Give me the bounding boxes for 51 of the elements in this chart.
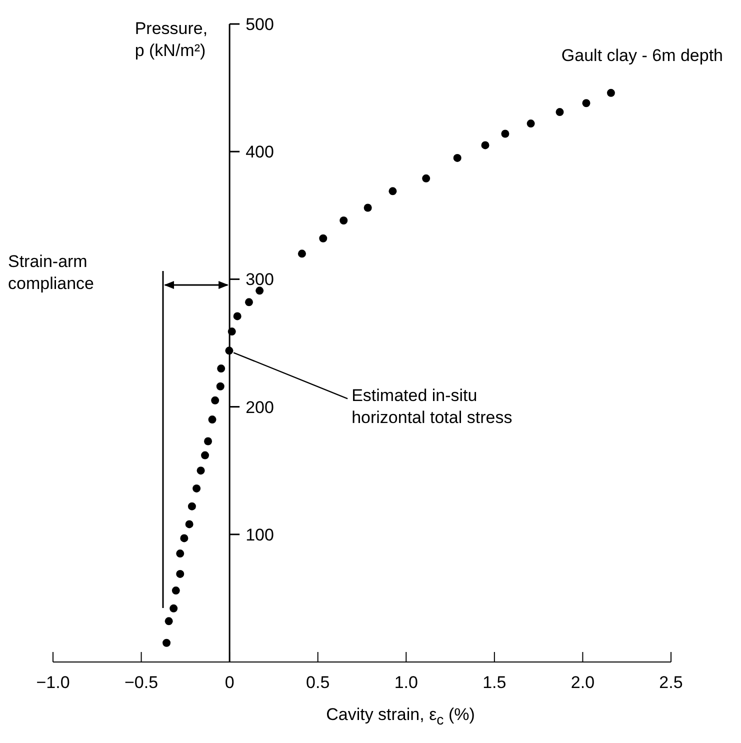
point (176, 570, 184, 578)
x-tick-label: 0 (224, 673, 234, 692)
point (204, 437, 212, 446)
point (582, 99, 590, 108)
point (481, 141, 490, 150)
point (422, 174, 430, 182)
x-tick-label: −1.0 (36, 673, 70, 692)
point (501, 130, 510, 138)
point (180, 534, 188, 542)
point (340, 216, 348, 225)
point (606, 88, 615, 97)
point (188, 502, 196, 510)
point (256, 286, 264, 295)
x-tick-label: 2.0 (570, 673, 595, 692)
x-tick-label: −0.5 (124, 673, 158, 692)
point (164, 617, 173, 626)
annotation: Strain-arm compliance (8, 252, 94, 293)
y-axis-title: Pressure, p (kN/m²) (134, 19, 208, 60)
point (364, 204, 372, 212)
point (233, 312, 242, 320)
x-tick-label: 0.5 (306, 673, 330, 692)
point (556, 108, 564, 116)
point (172, 586, 180, 595)
point (244, 298, 253, 306)
y-tick-label: 400 (246, 142, 274, 162)
x-tick-label: 1.5 (482, 673, 506, 692)
point (211, 396, 220, 404)
point (216, 382, 224, 390)
point (388, 187, 397, 196)
point (319, 234, 328, 242)
point (196, 466, 205, 475)
annotation: Gault clay - 6m depth (561, 46, 723, 65)
y-tick-label: 200 (246, 398, 274, 417)
point (217, 364, 226, 373)
point (208, 416, 216, 424)
point (192, 484, 201, 492)
point (162, 638, 171, 647)
point (201, 451, 210, 460)
y-tick-label: 500 (246, 15, 274, 34)
point (298, 250, 306, 258)
x-tick-label: 2.5 (659, 673, 683, 692)
x-tick-label: 1.0 (394, 673, 418, 692)
x-axis-title: Cavity strain, ε$_{c}$ (%) (326, 705, 475, 728)
point (170, 604, 178, 612)
y-tick-label: 300 (246, 270, 274, 290)
point (176, 550, 184, 558)
point (453, 154, 462, 162)
point (526, 120, 535, 128)
y-tick-label: 100 (246, 525, 274, 544)
point (185, 520, 194, 528)
annotation: Estimated in-situ horizontal total stress (352, 386, 512, 427)
